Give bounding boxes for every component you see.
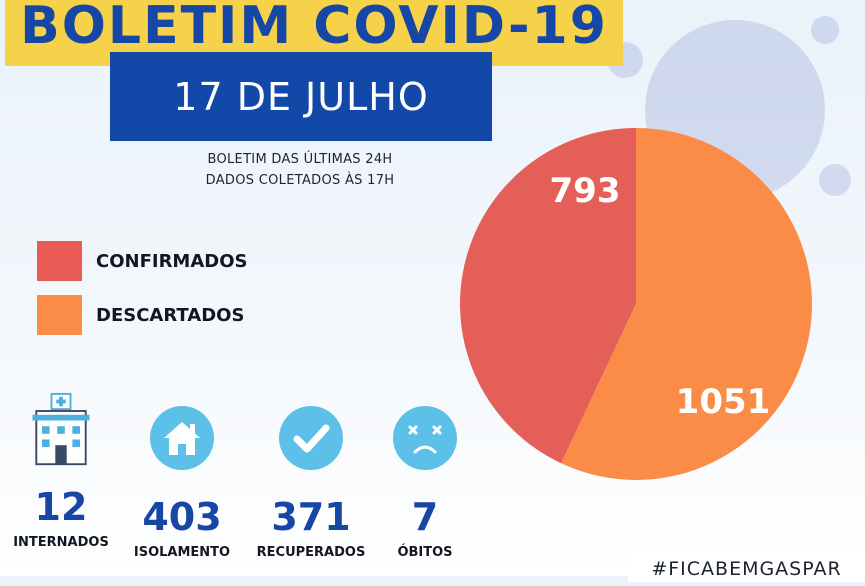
report-info: BOLETIM DAS ÚLTIMAS 24H DADOS COLETADOS … [150,149,450,191]
hospital-icon [32,392,90,466]
pie-slice-confirmados [460,128,636,464]
checkmark-icon [279,406,343,470]
pie-label-descartados: 1051 [676,382,771,422]
info-line-1: BOLETIM DAS ÚLTIMAS 24H [207,152,393,167]
legend-label-confirmados: CONFIRMADOS [96,250,248,272]
stat-value-recuperados: 371 [271,495,351,539]
legend-item-descartados: DESCARTADOS [37,295,244,335]
hashtag: #FICABEMGASPAR [628,552,865,582]
date-banner: 17 DE JULHO [110,52,492,141]
page-title: BOLETIM COVID-19 [20,0,608,56]
legend-swatch-descartados [37,295,82,335]
stat-obitos: 7 ÓBITOS [377,406,473,560]
pie-chart: 793 1051 [460,128,812,480]
legend-label-descartados: DESCARTADOS [96,304,245,326]
house-icon [150,406,214,470]
legend-item-confirmados: CONFIRMADOS [37,241,247,281]
stat-label-internados: INTERNADOS [13,535,109,550]
stat-internados: 12 INTERNADOS [10,392,112,550]
stat-label-recuperados: RECUPERADOS [256,545,366,560]
stat-label-isolamento: ISOLAMENTO [133,545,231,560]
pie-label-confirmados: 793 [550,171,621,211]
stat-label-obitos: ÓBITOS [397,545,453,560]
sad-face-icon [393,406,457,470]
stat-value-obitos: 7 [411,495,439,539]
pie-slice-descartados [561,128,812,480]
stat-isolamento: 403 ISOLAMENTO [131,406,233,560]
stat-value-internados: 12 [34,485,88,529]
stat-value-isolamento: 403 [142,495,222,539]
info-line-2: DADOS COLETADOS ÀS 17H [205,173,395,188]
stat-recuperados: 371 RECUPERADOS [255,406,367,560]
report-date: 17 DE JULHO [173,74,429,119]
legend-swatch-confirmados [37,241,82,281]
